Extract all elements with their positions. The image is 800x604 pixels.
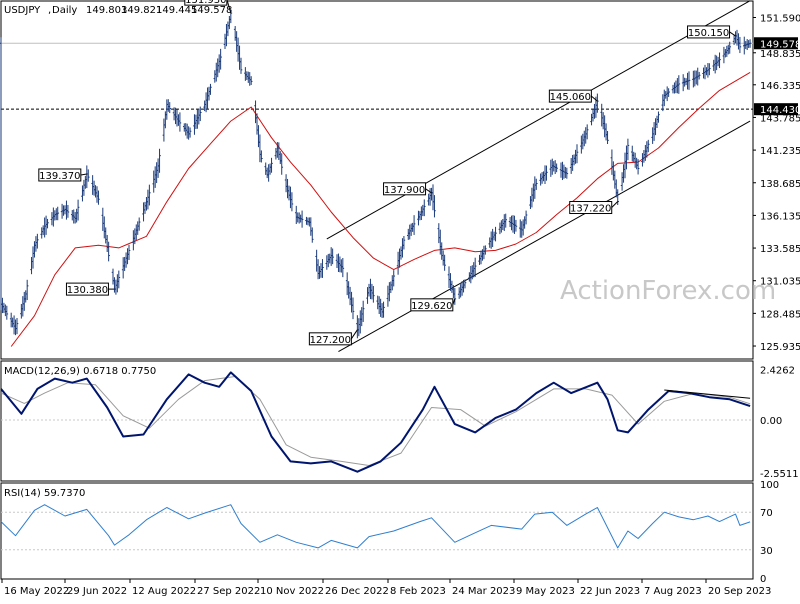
x-tick-label: 26 Dec 2022	[325, 586, 389, 597]
annotation-leader	[226, 0, 232, 14]
annotation-label: 137.220	[570, 204, 611, 215]
annotation-leader	[611, 201, 619, 208]
x-tick-label: 22 Jun 2023	[580, 586, 640, 597]
price-tick-label: 148.835	[760, 49, 800, 60]
macd-divergence-line	[664, 389, 751, 399]
macd-tick-label: 0.00	[760, 416, 782, 427]
macd-tick-label: -2.5511	[760, 469, 799, 480]
channel-line-upper	[326, 0, 751, 240]
annotation-0: 151.930	[184, 0, 232, 14]
price-tick-label: 141.235	[760, 146, 800, 157]
macd-layer	[0, 371, 753, 473]
axis-layer: 151.590 148.835 146.335 143.785 141.235 138.6…	[1, 13, 800, 597]
annotation-box	[65, 282, 109, 296]
price-tick-label: 151.590	[760, 13, 800, 24]
annotation-box	[184, 0, 228, 6]
macd-header: MACD(12,26,9) 0.6718 0.7750	[4, 366, 156, 377]
moving-average-line	[10, 71, 751, 347]
macd-panel-frame	[0, 360, 754, 482]
annotation-box	[687, 25, 731, 39]
annotation-box	[569, 201, 613, 215]
annotation-leader	[350, 329, 358, 340]
comma-sep: ,	[48, 5, 51, 16]
annotation-box	[308, 332, 352, 346]
price-tick-label: 138.685	[760, 179, 800, 190]
price-tick-label: 143.785	[760, 113, 800, 124]
rsi-layer	[0, 504, 753, 551]
annotation-1: 139.370	[38, 168, 87, 182]
annotation-4: 137.900	[383, 182, 432, 196]
x-tick-label: 24 Mar 2023	[452, 586, 515, 597]
annotation-label: 130.380	[67, 285, 108, 296]
rsi-tick-label: 100	[760, 480, 779, 491]
price-tick-label: 146.335	[760, 81, 800, 92]
annotation-label: 150.150	[688, 28, 729, 39]
annotation-label: 151.930	[185, 0, 226, 6]
x-tick-label: 12 Aug 2022	[132, 586, 196, 597]
ohlc-close: 149.578	[191, 5, 232, 16]
rsi-tick-label: 30	[760, 546, 773, 557]
annotation-leader	[425, 188, 432, 194]
x-tick-label: 7 Aug 2023	[644, 586, 702, 597]
x-tick-label: 9 May 2023	[516, 586, 575, 597]
timeframe-label: Daily	[52, 5, 77, 16]
x-tick-label: 27 Sep 2022	[197, 586, 260, 597]
price-tick-label: 128.485	[760, 309, 800, 320]
x-tick-label: 20 Sep 2023	[708, 586, 771, 597]
ohlc-high: 149.821	[121, 5, 162, 16]
annotation-8: 150.150	[687, 25, 736, 39]
symbol-label: USDJPY	[4, 5, 41, 16]
price-tick-label: 136.135	[760, 211, 800, 222]
rsi-panel-frame	[0, 482, 754, 580]
annotation-label: 129.620	[411, 301, 452, 312]
annotation-label: 137.900	[384, 185, 425, 196]
rsi-tick-label: 70	[760, 508, 773, 519]
annotation-7: 137.220	[569, 201, 619, 215]
watermark: ActionForex.com	[560, 276, 776, 306]
support-price-box	[754, 103, 798, 116]
annotation-label: 145.060	[550, 92, 591, 103]
annotation-label: 127.200	[310, 335, 351, 346]
price-layer: 151.930 139.370 130.380 127.200 137.900 129.6…	[0, 0, 753, 353]
annotation-leader	[729, 31, 736, 37]
price-tick-label: 131.035	[760, 277, 800, 288]
macd-tick-label: 2.4262	[760, 366, 795, 377]
last-price-label: 149.578	[760, 39, 800, 50]
annotation-2: 130.380	[65, 282, 115, 296]
x-tick-label: 8 Feb 2023	[390, 586, 446, 597]
channel-line-lower	[338, 120, 751, 353]
rsi-tick-label: 0	[760, 574, 766, 585]
price-header: USDJPY , Daily 149.803 149.821 149.445 1…	[4, 5, 232, 16]
annotation-box	[410, 298, 454, 312]
annotation-leader	[591, 95, 598, 102]
ohlc-low: 149.445	[156, 5, 197, 16]
ohlc-open: 149.803	[86, 5, 127, 16]
annotation-box	[548, 89, 592, 103]
annotation-5: 129.620	[410, 298, 456, 312]
annotation-label: 139.370	[39, 171, 80, 182]
rsi-line	[0, 504, 751, 549]
annotation-leader	[80, 173, 87, 176]
price-tick-label: 125.935	[760, 342, 800, 353]
price-bars	[0, 9, 752, 339]
macd-signal-line	[0, 376, 751, 466]
macd-line	[0, 371, 751, 473]
x-tick-label: 10 Nov 2022	[260, 586, 324, 597]
x-tick-label: 29 Jun 2022	[67, 586, 127, 597]
price-tick-label: 133.585	[760, 244, 800, 255]
rsi-header: RSI(14) 59.7370	[4, 488, 85, 499]
annotation-3: 127.200	[308, 329, 358, 346]
annotation-box	[383, 182, 427, 196]
annotation-box	[38, 168, 82, 182]
support-price-label: 144.430	[760, 105, 800, 116]
last-price-box	[754, 37, 798, 50]
annotation-6: 145.060	[548, 89, 598, 103]
x-tick-label: 16 May 2022	[4, 586, 69, 597]
